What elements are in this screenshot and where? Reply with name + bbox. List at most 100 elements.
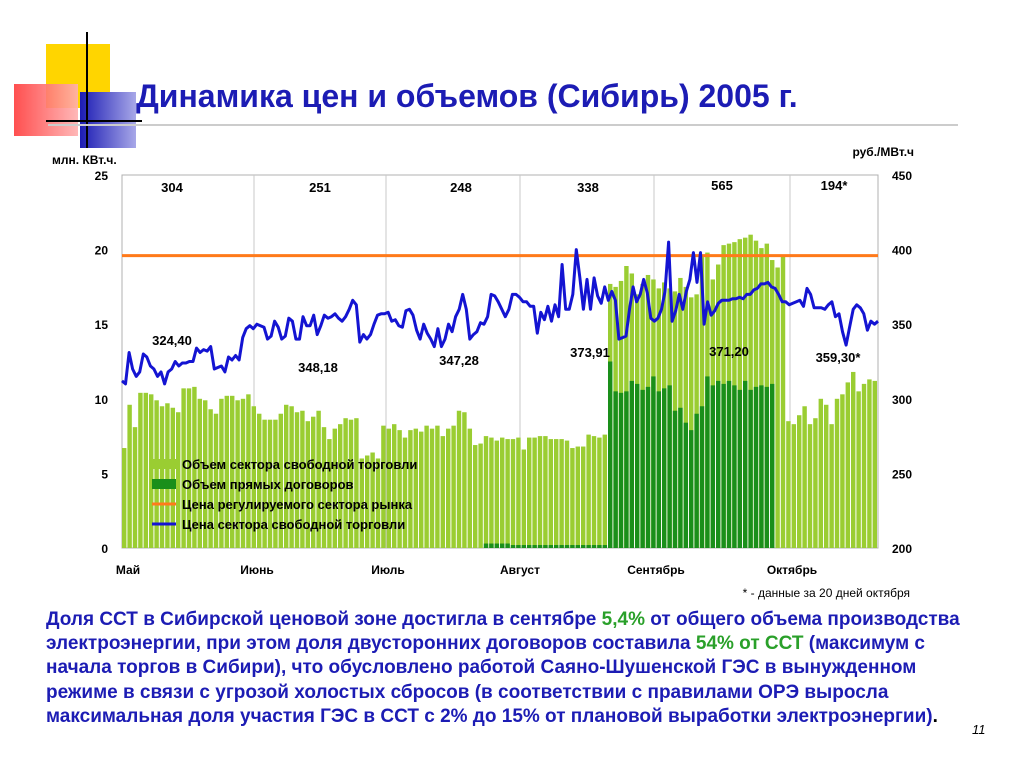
volume-free-bar xyxy=(591,436,597,548)
volume-free-bar xyxy=(559,439,564,548)
volume-free-bar xyxy=(300,410,305,548)
volume-free-bar xyxy=(311,416,316,548)
volume-free-bar xyxy=(424,425,429,548)
volume-contracts-bar xyxy=(721,383,726,548)
volume-free-bar xyxy=(807,424,813,548)
volume-free-bar xyxy=(791,424,797,548)
volume-contracts-bar xyxy=(602,545,608,548)
volume-free-bar xyxy=(543,436,548,548)
volume-free-bar xyxy=(689,297,694,548)
volume-contracts-bar xyxy=(570,545,575,548)
volume-free-bar xyxy=(429,428,435,548)
body-text-3: (максимум с начала торгов в Сибири), что… xyxy=(46,633,933,727)
volume-free-bar xyxy=(294,412,300,548)
volume-free-bar xyxy=(262,419,267,548)
volume-contracts-bar xyxy=(748,389,753,548)
volume-free-bar xyxy=(478,443,483,548)
volume-contracts-bar xyxy=(516,545,521,548)
volume-free-bar xyxy=(699,257,705,548)
volume-free-bar xyxy=(305,421,311,548)
volume-contracts-bar xyxy=(581,545,586,548)
volume-free-bar xyxy=(570,448,575,548)
volume-free-bar xyxy=(813,418,818,548)
volume-contracts-bar xyxy=(770,383,775,548)
volume-free-bar xyxy=(581,446,586,548)
volume-free-bar xyxy=(370,452,375,548)
legend-swatch-free xyxy=(152,459,176,469)
avg-price-label: 359,30* xyxy=(816,350,862,365)
volume-free-bar xyxy=(867,379,872,548)
volume-free-bar xyxy=(192,386,197,548)
month-total-label: 194* xyxy=(821,178,849,193)
body-paragraph: Доля ССТ в Сибирской ценовой зоне достиг… xyxy=(46,608,976,729)
volume-free-bar xyxy=(602,434,608,548)
volume-free-bar xyxy=(516,437,521,548)
deco-horizontal-line xyxy=(46,120,142,122)
volume-contracts-bar xyxy=(732,385,737,548)
y-right-tick-label: 400 xyxy=(892,244,912,258)
volume-contracts-bar xyxy=(575,545,581,548)
volume-contracts-bar xyxy=(591,545,597,548)
volume-contracts-bar xyxy=(608,361,613,548)
legend-label: Цена регулируемого сектора рынка xyxy=(182,497,413,512)
volume-contracts-bar xyxy=(683,422,689,548)
volume-free-bar xyxy=(575,446,581,548)
volume-free-bar xyxy=(521,449,527,548)
avg-price-label: 371,20 xyxy=(709,344,749,359)
volume-contracts-bar xyxy=(662,388,667,548)
volume-free-bar xyxy=(386,428,392,548)
volume-free-bar xyxy=(149,394,154,548)
volume-contracts-bar xyxy=(624,391,629,548)
volume-free-bar xyxy=(489,437,494,548)
page-number: 11 xyxy=(972,722,986,737)
volume-free-bar xyxy=(327,439,332,548)
y-right-tick-label: 350 xyxy=(892,318,912,332)
volume-free-bar xyxy=(462,412,467,548)
volume-free-bar xyxy=(834,398,840,548)
y-right-axis-label: руб./МВт.ч xyxy=(852,145,914,159)
volume-free-bar xyxy=(527,437,532,548)
volume-free-bar xyxy=(440,436,446,548)
volume-contracts-bar xyxy=(726,380,732,548)
volume-contracts-bar xyxy=(559,545,564,548)
volume-free-bar xyxy=(181,388,186,548)
volume-free-bar xyxy=(197,398,203,548)
volume-free-bar xyxy=(473,445,478,548)
x-month-label: Октябрь xyxy=(767,563,817,577)
y-left-tick-label: 15 xyxy=(95,318,109,332)
month-total-label: 251 xyxy=(309,180,331,195)
avg-price-label: 324,40 xyxy=(152,333,192,348)
volume-contracts-bar xyxy=(694,413,699,548)
y-left-tick-label: 5 xyxy=(101,467,108,481)
x-month-label: Сентябрь xyxy=(627,563,685,577)
volume-free-bar xyxy=(289,406,294,548)
volume-free-bar xyxy=(203,400,208,548)
volume-contracts-bar xyxy=(710,385,716,548)
volume-contracts-bar xyxy=(543,545,548,548)
volume-contracts-bar xyxy=(656,391,662,548)
volume-free-bar xyxy=(861,383,867,548)
volume-free-bar xyxy=(235,400,240,548)
deco-red-square xyxy=(14,84,78,136)
body-text-period: . xyxy=(932,705,938,727)
volume-contracts-bar xyxy=(494,543,500,548)
volume-free-bar xyxy=(365,455,370,548)
volume-free-bar xyxy=(824,404,829,548)
free-price-line xyxy=(121,240,879,386)
volume-contracts-bar xyxy=(689,430,694,548)
volume-free-bar xyxy=(856,391,861,548)
volume-free-bar xyxy=(143,392,149,548)
y-right-tick-label: 250 xyxy=(892,467,912,481)
volume-free-bar xyxy=(780,255,786,548)
page-title: Динамика цен и объемов (Сибирь) 2005 г. xyxy=(136,78,798,114)
legend-label: Объем сектора свободной торговли xyxy=(182,457,417,472)
volume-free-bar xyxy=(159,406,165,548)
volume-contracts-bar xyxy=(597,545,602,548)
volume-free-bar xyxy=(267,419,273,548)
avg-price-label: 348,18 xyxy=(298,360,338,375)
volume-free-bar xyxy=(802,406,807,548)
volume-contracts-bar xyxy=(672,410,678,548)
volume-contracts-bar xyxy=(737,389,743,548)
volume-free-bar xyxy=(381,425,386,548)
volume-free-bar xyxy=(548,439,554,548)
